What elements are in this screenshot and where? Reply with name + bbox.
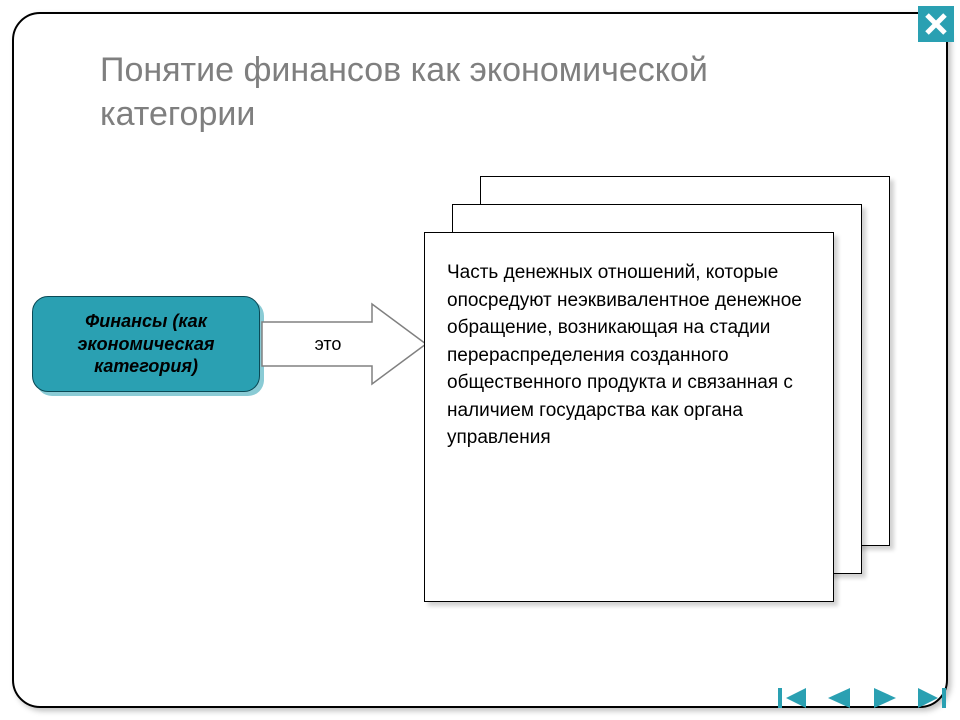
slide-title: Понятие финансов как экономической катег…: [100, 48, 860, 136]
next-icon: [868, 686, 902, 710]
prev-icon: [822, 686, 856, 710]
concept-box: Финансы (как экономическая категория): [32, 296, 260, 392]
definition-text: Часть денежных отношений, которые опосре…: [447, 259, 811, 452]
close-button[interactable]: [918, 6, 954, 42]
close-icon: [923, 11, 949, 37]
nav-first-button[interactable]: [774, 684, 812, 712]
concept-label: Финансы (как экономическая категория): [43, 310, 249, 378]
skip-first-icon: [776, 686, 810, 710]
stack-card-front: Часть денежных отношений, которые опосре…: [424, 232, 834, 602]
arrow: это: [260, 300, 428, 388]
card-stack: Часть денежных отношений, которые опосре…: [424, 176, 904, 604]
skip-last-icon: [914, 686, 948, 710]
nav-prev-button[interactable]: [820, 684, 858, 712]
nav-controls: [774, 684, 950, 712]
arrow-label: это: [260, 300, 428, 388]
nav-last-button[interactable]: [912, 684, 950, 712]
nav-next-button[interactable]: [866, 684, 904, 712]
